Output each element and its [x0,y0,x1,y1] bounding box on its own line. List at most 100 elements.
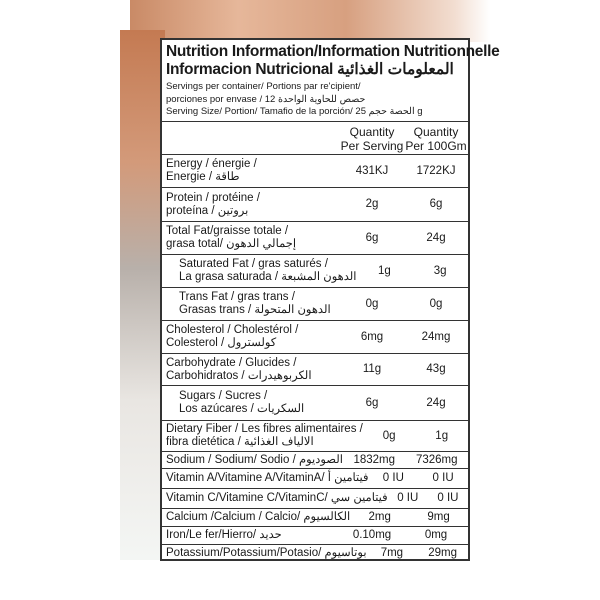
nutrient-name-line: Colesterol / كولسترول [166,337,277,349]
nutrient-name-line: proteína / بروتين [166,204,249,217]
nutrient-name-line: Total Fat/graisse totale / [166,225,289,237]
per-100g-value: 24mg [421,330,451,343]
per-100g-value: 9mg [427,511,450,523]
nutrient-name: Saturated Fat / gras saturés / La grasa s… [162,258,356,284]
per-100g-value: 3g [433,264,447,277]
nutrient-name: Cholesterol / Cholestérol / Colesterol / … [162,324,340,350]
nutrient-name-line: Vitamin A/Vitamine A/VitaminA/ فيتامين أ [166,472,369,484]
nutrient-name: Iron/Le fer/Hierro/ حديد [162,529,340,542]
per-serving-value: 0 IU [382,472,404,484]
nutrient-row: Total Fat/graisse totale / grasa total/ إ… [162,222,468,255]
nutrient-name-line: Grasas trans / الدهون المتحولة [179,304,331,316]
per-100g-value: 1722KJ [416,164,456,177]
nutrient-row: Potassium/Potassium/Potasio/ بوتاسيوم 7mg… [162,545,468,562]
nutrient-name-line: Los azúcares / السكريات [179,403,305,415]
nutrient-name-line: Trans Fat / gras trans / [179,291,295,303]
nutrient-name-line: Potassium/Potassium/Potasio/ بوتاسيوم [166,547,367,559]
nutrient-name: Trans Fat / gras trans / Grasas trans / ا… [162,291,340,317]
column-headers: Quantity Per Serving Quantity Per 100Gm [162,122,468,155]
nutrient-name: Dietary Fiber / Les fibres alimentaires … [162,423,363,449]
nutrient-row: Vitamin A/Vitamine A/VitaminA/ فيتامين أ… [162,469,468,489]
per-serving-value: 1g [377,264,391,277]
nutrient-name-line: Sugars / Sucres / [179,390,268,402]
nutrient-name-line: Calcium /Calcium / Calcio/ الكالسيوم [166,511,351,523]
per-100g-header-l2: Per 100Gm [405,139,467,153]
nutrient-name: Sugars / Sucres / Los azúcares / السكريات [162,390,340,416]
nutrient-name-line: Iron/Le fer/Hierro/ حديد [166,529,282,541]
nutrient-rows: Energy / énergie / Energie / طاقة 431KJ 172… [162,155,468,562]
nutrient-name-line: Energy / énergie / [166,158,257,170]
per-serving-header-l2: Per Serving [340,139,404,153]
nutrient-name-line: grasa total/ إجمالي الدهون [166,238,297,250]
per-serving-value: 7mg [380,547,404,559]
product-photo-edge [120,30,165,560]
nutrient-name: Vitamin A/Vitamine A/VitaminA/ فيتامين أ [162,472,368,485]
nutrient-name: Vitamin C/Vitamine C/VitaminC/ فيتامين س… [162,492,388,505]
label-header: Nutrition Information/Information Nutrit… [162,40,500,122]
per-serving-value: 0 IU [397,492,419,504]
per-serving-value: 6g [365,396,379,409]
nutrient-name: Carbohydrate / Glucides / Carbohidratos /… [162,357,340,383]
nutrient-row: Carbohydrate / Glucides / Carbohidratos /… [162,354,468,386]
nutrient-name-line: Energie / طاقة [166,171,240,183]
nutrient-name: Energy / énergie / Energie / طاقة [162,158,340,184]
product-photo-background [130,0,490,42]
nutrient-name-line: Carbohidratos / الكربوهيدرات [166,369,312,382]
per-100g-value: 29mg [428,547,458,559]
nutrient-name-line: Vitamin C/Vitamine C/VitaminC/ فيتامين س… [166,492,388,504]
nutrient-row: Iron/Le fer/Hierro/ حديد 0.10mg 0mg [162,527,468,545]
nutrient-name-line: Dietary Fiber / Les fibres alimentaires … [166,423,363,435]
nutrient-row: Dietary Fiber / Les fibres alimentaires … [162,421,468,452]
nutrient-name: Potassium/Potassium/Potasio/ بوتاسيوم [162,547,367,560]
nutrient-name-line: Carbohydrate / Glucides / [166,356,297,369]
title-line-2: Informacion Nutricional المعلومات الغذائ… [166,61,454,78]
per-100g-header: Quantity Per 100Gm [404,122,468,154]
per-serving-value: 6mg [360,330,384,343]
per-100g-value: 0 IU [437,492,459,504]
nutrient-row: Sugars / Sucres / Los azúcares / السكريات… [162,386,468,421]
servings-per-container-cont: porciones por envase / حصص للحاوية الواح… [166,93,366,105]
nutrient-name: Protein / protéine / proteína / بروتين [162,192,340,218]
nutrient-row: Protein / protéine / proteína / بروتين 2g 6… [162,188,468,222]
nutrition-label: Nutrition Information/Information Nutrit… [160,38,500,562]
per-serving-value: 11g [362,363,382,375]
per-100g-value: 6g [429,198,443,210]
per-serving-value: 1832mg [353,453,395,466]
nutrient-name: Calcium /Calcium / Calcio/ الكالسيوم [162,511,350,524]
nutrient-name-line: Protein / protéine / [166,191,260,204]
nutrient-row: Calcium /Calcium / Calcio/ الكالسيوم 2mg 9… [162,509,468,527]
nutrient-name: Sodium / Sodium/ Sodio / الصوديوم [162,454,343,467]
per-serving-value: 0g [382,429,396,442]
nutrient-row: Vitamin C/Vitamine C/VitaminC/ فيتامين س… [162,489,468,509]
per-100g-value: 24g [426,231,446,244]
nutrient-name-line: Sodium / Sodium/ Sodio / الصوديوم [166,453,343,466]
per-serving-value: 6g [365,231,379,244]
per-serving-value: 0g [365,297,379,310]
nutrient-row: Trans Fat / gras trans / Grasas trans / ا… [162,288,468,321]
nutrient-name-line: Saturated Fat / gras saturés / [179,258,328,270]
per-100g-value: 43g [426,363,446,375]
per-100g-value: 1g [435,429,449,442]
nutrient-row: Energy / énergie / Energie / طاقة 431KJ 172… [162,155,468,188]
per-serving-value: 2g [365,198,379,210]
per-100g-header-l1: Quantity [413,125,459,139]
nutrient-row: Cholesterol / Cholestérol / Colesterol / … [162,321,468,354]
per-100g-value: 0mg [424,529,448,541]
per-100g-value: 24g [426,396,446,409]
per-serving-value: 2mg [368,511,391,523]
nutrient-name-line: La grasa saturada / الدهون المشبعة [179,271,357,283]
per-100g-value: 7326mg [415,453,458,466]
per-serving-header-l1: Quantity [349,125,395,139]
per-serving-value: 0.10mg [352,529,392,541]
nutrient-name-line: fibra dietética / الالياف الغذائية [166,436,314,448]
title-line-1: Nutrition Information/Information Nutrit… [166,43,500,60]
serving-size: Serving Size/ Portion/ Tamafio de la por… [166,106,423,117]
nutrient-row: Sodium / Sodium/ Sodio / الصوديوم 1832mg 7… [162,452,468,469]
nutrient-row: Saturated Fat / gras saturés / La grasa s… [162,255,468,288]
nutrient-name-line: Cholesterol / Cholestérol / [166,324,299,336]
per-100g-value: 0 IU [432,472,454,484]
nutrient-name: Total Fat/graisse totale / grasa total/ إ… [162,225,340,251]
per-serving-header: Quantity Per Serving [340,122,404,154]
per-100g-value: 0g [429,297,443,310]
servings-per-container: Servings per container/ Portions par re'… [166,81,361,92]
